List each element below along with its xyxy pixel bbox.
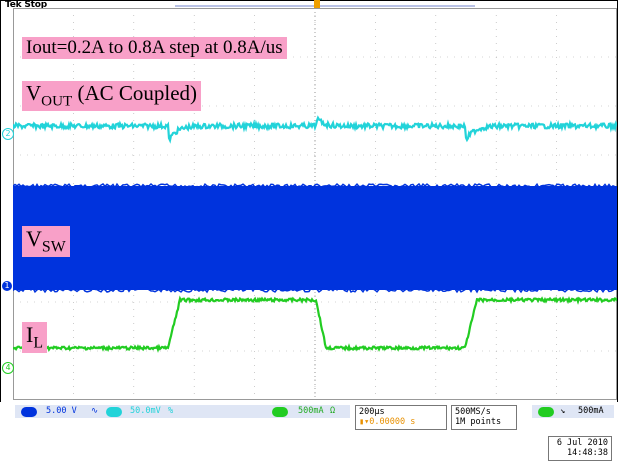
vout-symbol: V xyxy=(26,81,42,105)
iout-annotation: Iout=0.2A to 0.8A step at 0.8A/us xyxy=(22,37,287,59)
vsw-annotation: VSW xyxy=(22,226,70,257)
il-symbol: I xyxy=(26,322,34,347)
vsw-trace-bottom-edge xyxy=(13,286,617,294)
vout-annotation: VOUT (AC Coupled) xyxy=(22,81,202,111)
acquisition-status: Tek Stop xyxy=(5,0,47,10)
acquisition-box[interactable]: 500MS/s 1M points xyxy=(451,405,517,430)
timebase-box[interactable]: 200µs ▮▾0.00000 s xyxy=(355,405,447,430)
date: 6 Jul 2010 xyxy=(556,438,608,448)
trigger-slope-icon: ↘ xyxy=(560,406,566,416)
time: 14:48:38 xyxy=(567,448,608,458)
trigger-offset: ▮▾0.00000 s xyxy=(359,417,443,427)
ch4-indicator[interactable] xyxy=(272,407,288,417)
il-subscript: L xyxy=(33,334,43,352)
vsw-trace-top-edge xyxy=(13,182,617,190)
waveform-canvas xyxy=(13,8,617,400)
ch4-ground-marker[interactable]: 4 xyxy=(2,362,14,374)
ch1-indicator[interactable] xyxy=(21,407,37,417)
ch4-termination: Ω xyxy=(330,406,336,416)
vout-trace xyxy=(13,115,617,144)
datetime-box: 6 Jul 2010 14:48:38 xyxy=(548,436,612,461)
vout-coupling: (AC Coupled) xyxy=(72,81,198,105)
vsw-symbol: V xyxy=(26,226,42,251)
trigger-offset-value: 0.00000 s xyxy=(369,417,416,427)
ch1-ground-marker[interactable]: 1 xyxy=(2,281,12,291)
trigger-source-indicator[interactable] xyxy=(538,407,554,417)
vsw-trace xyxy=(13,186,617,290)
vout-subscript: OUT xyxy=(41,93,73,110)
readout-bar: 5.00 V ∿ 50.0mV % 500mA Ω 200µs ▮▾0.0000… xyxy=(0,402,618,466)
waveform-traces xyxy=(13,115,617,353)
record-length: 1M points xyxy=(455,417,502,427)
trigger-offset-icon: ▮▾ xyxy=(359,417,370,427)
ch2-scale[interactable]: 50.0mV xyxy=(130,406,161,416)
sample-rate: 500MS/s xyxy=(455,407,491,417)
record-position-bar xyxy=(175,5,475,7)
trigger-level[interactable]: 500mA xyxy=(578,406,604,416)
ch2-indicator[interactable] xyxy=(106,407,122,417)
ch1-scale[interactable]: 5.00 V xyxy=(46,406,77,416)
ch1-coupling-icon: ∿ xyxy=(91,406,99,416)
channel-readout-strip xyxy=(15,405,350,418)
vsw-subscript: SW xyxy=(41,238,66,256)
waveform-display xyxy=(13,8,617,400)
timebase-value: 200µs xyxy=(359,407,385,417)
il-annotation: IL xyxy=(22,322,47,353)
ch2-scale-suffix: % xyxy=(168,406,174,416)
iout-text: Iout=0.2A to 0.8A step at 0.8A/us xyxy=(26,37,283,58)
ch4-scale[interactable]: 500mA xyxy=(298,406,324,416)
ch2-ground-marker[interactable]: 2 xyxy=(2,128,14,140)
il-trace xyxy=(13,295,617,353)
